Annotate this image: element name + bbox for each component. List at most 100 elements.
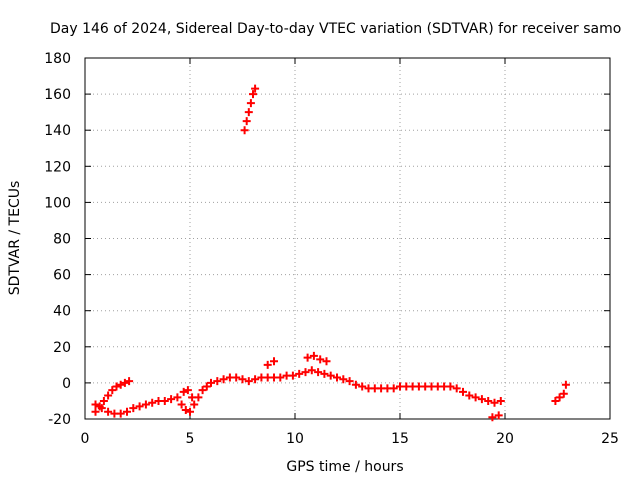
y-tick-label: 160 [44,87,71,103]
data-point [129,404,138,413]
data-point [339,375,348,384]
chart-title: Day 146 of 2024, Sidereal Day-to-day VTE… [50,21,621,37]
x-tick-label: 5 [186,431,195,447]
data-point [314,368,323,377]
x-tick-label: 20 [496,431,514,447]
x-tick-label: 0 [81,431,90,447]
data-point [322,357,331,366]
data-point [173,393,182,402]
data-point [232,373,241,382]
data-point [244,377,253,386]
data-point [179,387,188,396]
data-point [104,391,113,400]
data-point [135,402,144,411]
y-tick-label: 100 [44,195,71,211]
data-point [148,398,157,407]
data-point [202,382,211,391]
data-point [190,400,199,409]
y-tick-label: 80 [53,232,71,248]
data-point [477,395,486,404]
data-point [108,386,117,395]
data-point [188,393,197,402]
y-tick-label: 20 [53,340,71,356]
x-axis-label: GPS time / hours [286,459,403,475]
data-point [198,386,207,395]
y-tick-label: 140 [44,123,71,139]
data-point [242,117,251,126]
data-point [345,377,354,386]
grid [85,58,610,419]
y-tick-label: 120 [44,159,71,175]
data-point [326,371,335,380]
x-tick-label: 10 [286,431,304,447]
data-point [490,398,499,407]
y-tick-label: 180 [44,51,71,67]
data-point [91,400,100,409]
data-point [301,368,310,377]
data-point [240,126,249,135]
data-point [263,360,272,369]
data-point [246,99,255,108]
data-point [307,366,316,375]
data-point [244,108,253,117]
data-point [97,404,106,413]
data-point [251,375,260,384]
data-point [183,386,192,395]
data-point [125,377,134,386]
data-point [276,373,285,382]
data-point [288,371,297,380]
data-point [207,378,215,387]
data-point [99,396,108,405]
data-point [309,351,318,360]
data-point [116,380,125,389]
data-point [333,373,341,382]
data-point [160,396,169,405]
data-point [551,396,560,405]
data-point [213,377,222,386]
data-point [320,369,329,378]
y-tick-label: 60 [53,268,71,284]
data-point [484,396,493,405]
data-point [91,407,100,416]
y-axis-label: SDTVAR / TECUs [7,181,23,296]
data-point [167,395,176,404]
data-points [91,84,570,422]
y-tick-label: -20 [48,412,71,428]
data-point [123,407,131,416]
data-point [104,407,113,416]
x-tick-label: 15 [391,431,409,447]
data-point [219,375,228,384]
data-point [452,384,461,393]
plot-frame [84,57,611,420]
data-point [177,400,186,409]
data-point [251,84,260,93]
data-point [555,393,564,402]
y-tick-label: 40 [53,304,71,320]
data-point [496,396,505,405]
data-point [181,405,190,414]
x-tick-label: 25 [601,431,619,447]
data-point [303,353,312,362]
data-point [446,382,455,391]
data-point [249,90,257,99]
data-point [351,380,360,389]
data-point [459,387,467,396]
data-point [141,400,150,409]
data-point [116,409,125,418]
data-point [488,413,497,422]
data-point [270,357,278,366]
data-point [494,411,503,420]
data-point [358,382,367,391]
data-point [238,375,247,384]
data-point [112,382,121,391]
data-point [471,393,480,402]
data-point [561,380,570,389]
data-point [316,355,325,364]
y-tick-label: 0 [62,376,71,392]
axis-ticks: 0 5 10 15 20 25 -20 0 20 40 60 80 100 120 140 160 180 [44,51,619,447]
data-point [186,407,194,416]
data-point [559,389,568,398]
data-point [389,384,398,393]
data-point [120,378,129,387]
